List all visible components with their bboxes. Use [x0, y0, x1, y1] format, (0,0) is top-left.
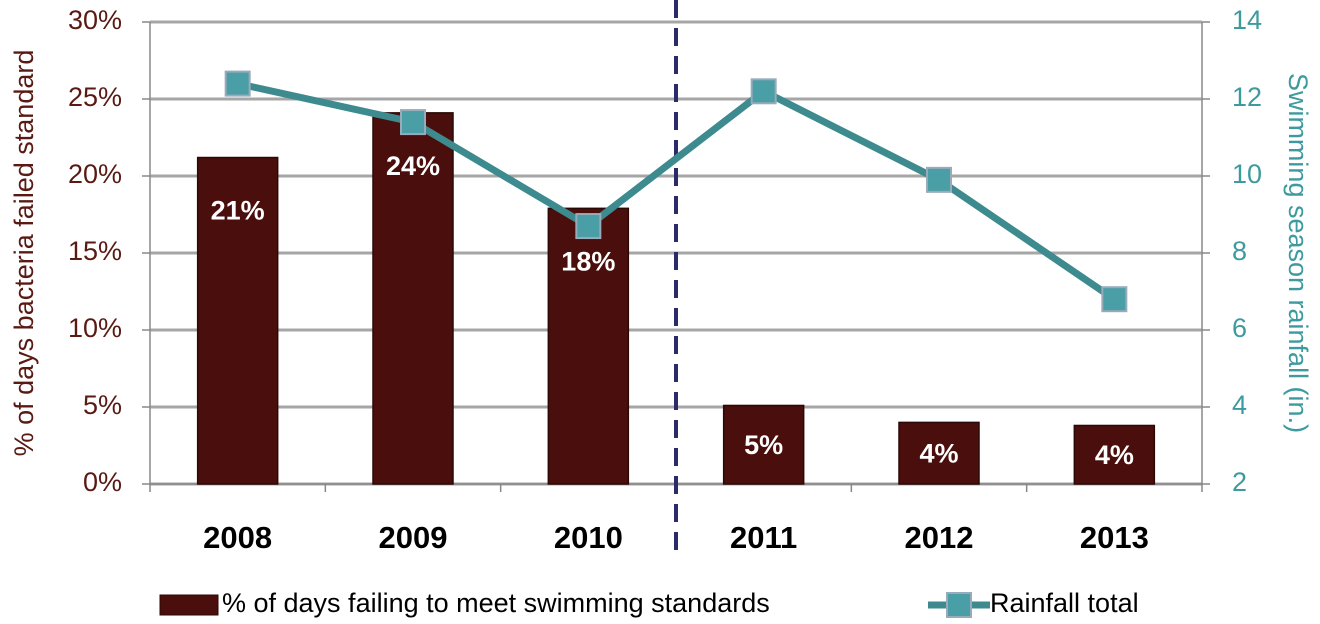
- marker: [750, 78, 777, 105]
- y2-tick-label: 6: [1232, 313, 1247, 343]
- bar-value-label: 4%: [919, 438, 958, 468]
- x-tick-label: 2011: [730, 520, 797, 555]
- marker: [400, 109, 426, 136]
- legend-label: % of days failing to meet swimming stand…: [222, 588, 770, 618]
- x-tick-label: 2008: [203, 520, 272, 555]
- x-tick-label: 2009: [379, 520, 448, 555]
- y-tick-label: 10%: [68, 313, 122, 343]
- y-axis-title: % of days bacteria failed standard: [9, 50, 39, 457]
- bar-value-label: 18%: [561, 246, 615, 276]
- bar: [196, 156, 279, 485]
- legend-swatch: [159, 594, 219, 616]
- bar-value-label: 4%: [1095, 440, 1134, 470]
- y2-axis-title: Swimming season rainfall (in.): [1283, 73, 1313, 433]
- y2-tick-label: 8: [1232, 236, 1247, 266]
- y2-tick-label: 12: [1232, 82, 1262, 112]
- y-tick-label: 15%: [68, 236, 122, 266]
- x-tick-label: 2012: [905, 520, 974, 555]
- x-tick-label: 2010: [554, 520, 623, 555]
- marker: [575, 213, 602, 240]
- y2-tick-label: 10: [1232, 159, 1262, 189]
- bar: [372, 112, 454, 485]
- y-tick-label: 20%: [68, 159, 122, 189]
- y2-tick-label: 14: [1232, 5, 1262, 35]
- y-tick-label: 30%: [68, 5, 122, 35]
- y-tick-label: 25%: [68, 82, 122, 112]
- y-tick-label: 5%: [83, 390, 122, 420]
- bar-value-label: 21%: [211, 196, 265, 226]
- bar: [898, 421, 980, 485]
- bar: [722, 404, 805, 485]
- marker: [224, 70, 251, 97]
- line: [236, 80, 1117, 303]
- y-tick-label: 0%: [83, 467, 122, 497]
- bar: [1073, 424, 1156, 485]
- y2-tick-label: 4: [1232, 390, 1247, 420]
- marker: [926, 166, 952, 193]
- bar-value-label: 24%: [386, 151, 440, 181]
- bar-value-label: 5%: [744, 430, 783, 460]
- x-tick-label: 2013: [1080, 520, 1149, 555]
- bar: [547, 207, 630, 485]
- y2-tick-label: 2: [1232, 467, 1247, 497]
- marker: [1101, 286, 1128, 313]
- legend-swatch: [946, 592, 972, 618]
- legend-label: Rainfall total: [990, 588, 1139, 618]
